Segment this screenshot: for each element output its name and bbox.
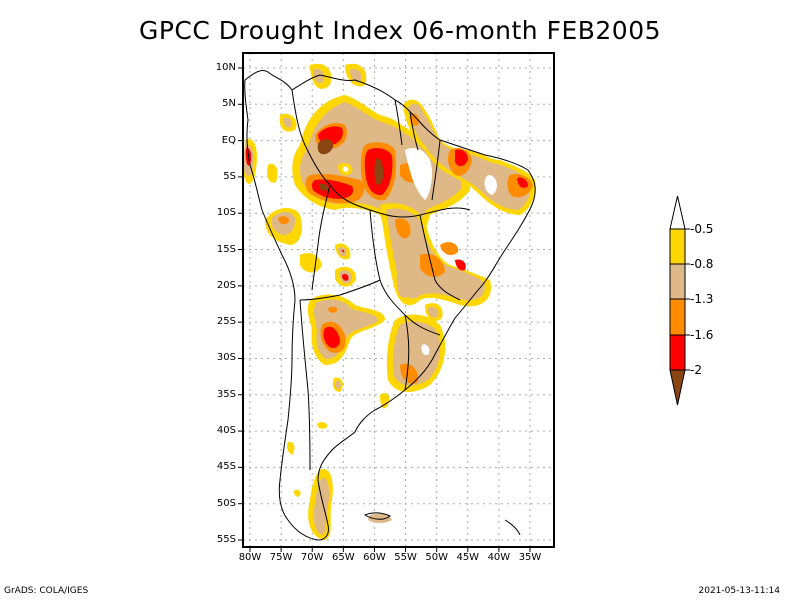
uruguay-region bbox=[380, 303, 446, 409]
y-tick-label: 30S bbox=[216, 352, 236, 364]
colorbar-bin-1 bbox=[669, 228, 686, 265]
y-tick-label: 55S bbox=[216, 534, 236, 545]
central-brazil bbox=[380, 203, 491, 307]
colorbar-bin-3 bbox=[669, 298, 686, 336]
y-tick-label: 25S bbox=[216, 316, 236, 328]
x-tick-label: 65W bbox=[332, 552, 355, 563]
y-tick-label: 35S bbox=[216, 388, 236, 400]
footer-timestamp: 2021-05-13-11:14 bbox=[698, 586, 781, 596]
x-tick-label: 70W bbox=[300, 552, 324, 563]
colorbar-label: -2 bbox=[690, 363, 702, 377]
x-tick-label: 55W bbox=[394, 552, 417, 563]
colorbar-above-triangle bbox=[669, 195, 686, 230]
drought-shading bbox=[243, 63, 536, 540]
y-tick-label: EQ bbox=[221, 134, 236, 146]
y-tick-label: 5S bbox=[223, 170, 236, 182]
colorbar-bin-2 bbox=[669, 263, 686, 300]
x-tick-label: 50W bbox=[425, 552, 448, 563]
y-tick-label: 5N bbox=[222, 98, 236, 110]
y-tick-label: 10N bbox=[215, 62, 236, 73]
colorbar bbox=[669, 195, 690, 406]
map-frame bbox=[242, 52, 555, 548]
colorbar-label: -1.3 bbox=[690, 292, 714, 306]
coastline bbox=[244, 69, 536, 541]
y-tick-label: 50S bbox=[216, 497, 236, 509]
axis-ticks bbox=[238, 67, 531, 552]
northeast-region bbox=[403, 99, 536, 215]
colorbar-label: -1.6 bbox=[690, 328, 714, 342]
peru-bolivia-spots bbox=[243, 63, 367, 287]
chart-title: GPCC Drought Index 06-month FEB2005 bbox=[138, 16, 662, 45]
y-tick-label: 45S bbox=[216, 461, 236, 473]
x-tick-label: 60W bbox=[363, 552, 386, 563]
y-tick-label: 10S bbox=[216, 207, 236, 219]
y-tick-label: 15S bbox=[216, 243, 236, 255]
colorbar-label: -0.8 bbox=[690, 257, 714, 271]
patagonia-region bbox=[287, 422, 392, 540]
x-tick-label: 40W bbox=[487, 552, 511, 563]
colorbar-bin-4 bbox=[669, 334, 686, 371]
argentina-region bbox=[307, 294, 385, 392]
amazon-region bbox=[292, 95, 470, 255]
x-tick-label: 35W bbox=[518, 552, 542, 563]
y-tick-label: 40S bbox=[216, 425, 236, 437]
colorbar-below-triangle bbox=[669, 369, 686, 406]
footer-credit: GrADS: COLA/IGES bbox=[4, 586, 89, 596]
x-tick-label: 45W bbox=[456, 552, 480, 563]
colorbar-label: -0.5 bbox=[690, 222, 714, 236]
x-tick-label: 75W bbox=[269, 552, 293, 563]
y-tick-label: 20S bbox=[216, 279, 236, 291]
x-tick-label: 80W bbox=[238, 552, 262, 563]
